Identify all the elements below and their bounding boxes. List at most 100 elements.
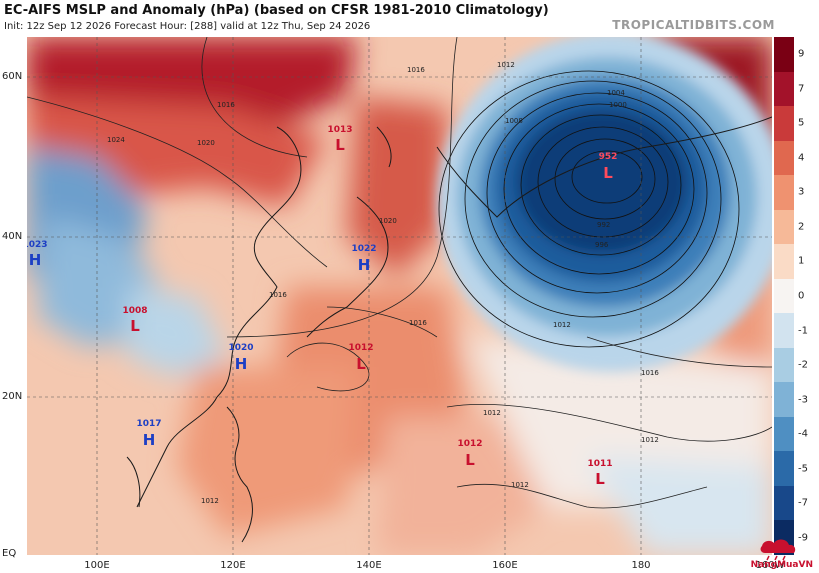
high-center: 1020 H <box>228 343 253 373</box>
low-center: 1011 L <box>587 459 612 488</box>
isobar-label: 1012 <box>511 481 529 489</box>
svg-text:1023: 1023 <box>27 240 48 250</box>
isobars-low <box>438 70 740 348</box>
svg-text:1008: 1008 <box>122 306 147 316</box>
svg-text:L: L <box>356 355 366 373</box>
anomaly-field <box>27 37 772 555</box>
svg-text:1020: 1020 <box>228 343 253 353</box>
isobar-label: 1016 <box>407 66 425 74</box>
isobar-label: 996 <box>595 241 609 249</box>
isobar-label: 1024 <box>107 136 125 144</box>
isobars-other <box>27 37 772 509</box>
svg-text:1022: 1022 <box>351 244 376 254</box>
lat-label: 20N <box>2 391 23 402</box>
colorbar-label: 5 <box>798 117 805 129</box>
colorbar-segment <box>774 313 794 349</box>
svg-text:952: 952 <box>599 152 618 162</box>
colorbar-label: 7 <box>798 83 805 95</box>
isobar-label-group: 1016 1020 1024 1016 1012 1008 1004 1000 … <box>107 61 659 505</box>
svg-text:L: L <box>130 317 140 335</box>
colorbar-segment <box>774 347 794 383</box>
colorbar-segment <box>774 278 794 314</box>
svg-text:L: L <box>595 470 605 488</box>
coastlines <box>126 116 772 543</box>
isobar-label: 1016 <box>409 319 427 327</box>
low-center: 1013 L <box>327 125 352 154</box>
isobar-label: 1004 <box>607 89 625 97</box>
colorbar-label: -4 <box>798 428 808 440</box>
site-watermark: TROPICALTIDBITS.COM <box>612 18 775 32</box>
lon-label: 140E <box>356 560 382 571</box>
colorbar-segment <box>774 416 794 452</box>
isobar-label: 1000 <box>609 101 627 109</box>
colorbar-label: -9 <box>798 532 808 544</box>
colorbar-label: 4 <box>798 152 805 164</box>
nangmuavn-logo <box>760 539 796 561</box>
lon-label: 120E <box>220 560 246 571</box>
isobar-label: 992 <box>597 221 610 229</box>
svg-text:H: H <box>235 355 248 373</box>
svg-text:1011: 1011 <box>587 459 612 469</box>
svg-text:1012: 1012 <box>348 343 373 353</box>
svg-text:H: H <box>29 251 42 269</box>
graticule <box>27 37 772 555</box>
low-center: 1012 L <box>348 343 373 373</box>
isobar-label: 1012 <box>553 321 571 329</box>
svg-text:L: L <box>335 136 345 154</box>
svg-text:H: H <box>143 431 156 449</box>
isobar-label: 1012 <box>483 409 501 417</box>
isobar-label: 1020 <box>197 139 215 147</box>
colorbar-label: 9 <box>798 48 805 60</box>
low-center: 952 L <box>599 152 618 182</box>
lon-label: 180 <box>631 560 651 571</box>
colorbar-segment <box>774 244 794 280</box>
colorbar-segment <box>774 175 794 211</box>
lat-label: EQ <box>2 548 17 559</box>
colorbar-segment <box>774 71 794 107</box>
colorbar-segment <box>774 382 794 418</box>
colorbar-segment <box>774 485 794 521</box>
svg-text:L: L <box>465 451 475 469</box>
colorbar-label: -1 <box>798 325 808 337</box>
isobar-label: 1008 <box>505 117 523 125</box>
high-center: 1017 H <box>136 419 161 449</box>
lat-label: 40N <box>2 231 23 242</box>
svg-text:H: H <box>358 256 371 274</box>
pressure-centers: 1013 L 1023 H 1022 H 1008 L 1020 H 1012 … <box>27 125 617 488</box>
low-center: 1012 L <box>457 439 482 469</box>
logo-text: NangMuaVN <box>750 560 813 570</box>
colorbar-segment <box>774 451 794 487</box>
isobar-label: 1012 <box>201 497 219 505</box>
isobar-label: 1012 <box>641 436 659 444</box>
colorbar-label: -5 <box>798 463 808 475</box>
colorbar-label: 1 <box>798 255 805 267</box>
colorbar-label: 2 <box>798 221 805 233</box>
lon-label: 100E <box>84 560 110 571</box>
lat-label: 60N <box>2 71 23 82</box>
anomaly-map: 1016 1020 1024 1016 1012 1008 1004 1000 … <box>27 37 772 555</box>
colorbar-label: 0 <box>798 290 805 302</box>
svg-text:1017: 1017 <box>136 419 161 429</box>
isobar-label: 1016 <box>641 369 659 377</box>
isobar-label: 1016 <box>217 101 235 109</box>
chart-subtitle: Init: 12z Sep 12 2026 Forecast Hour: [28… <box>4 21 371 32</box>
colorbar-label: -2 <box>798 359 808 371</box>
high-center: 1023 H <box>27 240 48 269</box>
colorbar-segment <box>774 140 794 176</box>
chart-title: EC-AIFS MSLP and Anomaly (hPa) (based on… <box>4 3 549 18</box>
high-center: 1022 H <box>351 244 376 274</box>
colorbar <box>774 37 794 556</box>
svg-text:1012: 1012 <box>457 439 482 449</box>
isobar-label: 1012 <box>497 61 515 69</box>
colorbar-label: -3 <box>798 394 808 406</box>
colorbar-segment <box>774 106 794 142</box>
colorbar-segment <box>774 209 794 245</box>
colorbar-label: -7 <box>798 497 808 509</box>
svg-text:1013: 1013 <box>327 125 352 135</box>
colorbar-segment <box>774 37 794 73</box>
svg-text:L: L <box>603 164 613 182</box>
lon-label: 160W <box>755 560 785 571</box>
low-center: 1008 L <box>122 306 147 335</box>
colorbar-label: 3 <box>798 186 805 198</box>
lon-label: 160E <box>492 560 518 571</box>
